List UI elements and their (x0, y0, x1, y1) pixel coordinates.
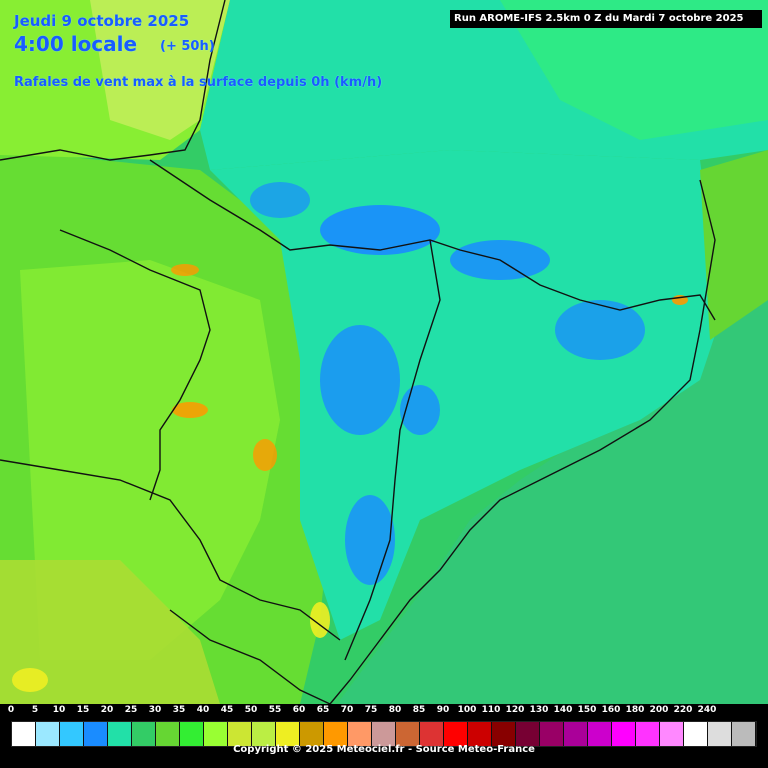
legend-tick: 120 (505, 705, 525, 715)
legend-tick: 35 (172, 705, 186, 715)
legend-swatch (396, 722, 420, 746)
legend-tick: 220 (673, 705, 693, 715)
legend-swatch (348, 722, 372, 746)
legend-tick: 85 (412, 705, 426, 715)
legend-swatch (132, 722, 156, 746)
legend-swatch (708, 722, 732, 746)
legend-swatch (12, 722, 36, 746)
parameter-label: Rafales de vent max à la surface depuis … (14, 75, 383, 90)
legend-tick: 15 (76, 705, 90, 715)
legend-tick: 90 (436, 705, 450, 715)
legend-tick: 0 (7, 705, 15, 715)
legend-swatch (228, 722, 252, 746)
forecast-hour: 4:00 locale (14, 32, 138, 56)
legend-tick: 55 (268, 705, 282, 715)
legend-swatch (684, 722, 708, 746)
legend-tick: 180 (625, 705, 645, 715)
forecast-offset: (+ 50h) (160, 39, 215, 54)
legend-swatch (84, 722, 108, 746)
legend-tick: 25 (124, 705, 138, 715)
legend-tick: 50 (244, 705, 258, 715)
legend-tick: 75 (364, 705, 378, 715)
legend-swatch (372, 722, 396, 746)
legend-tick: 150 (577, 705, 597, 715)
legend-tick: 65 (316, 705, 330, 715)
legend-swatch (516, 722, 540, 746)
legend-tick: 45 (220, 705, 234, 715)
legend-swatch (60, 722, 84, 746)
legend-swatch (252, 722, 276, 746)
legend-swatch (492, 722, 516, 746)
legend-tick: 200 (649, 705, 669, 715)
legend-tick: 60 (292, 705, 306, 715)
legend-tick: 110 (481, 705, 501, 715)
legend-swatch (180, 722, 204, 746)
copyright-text: Copyright © 2025 Meteociel.fr - Source M… (233, 744, 535, 755)
legend-swatch (564, 722, 588, 746)
legend-tick: 20 (100, 705, 114, 715)
legend-tick: 130 (529, 705, 549, 715)
forecast-date: Jeudi 9 octobre 2025 (14, 12, 190, 30)
legend-color-bar (11, 721, 757, 747)
legend-swatch (420, 722, 444, 746)
color-legend: 0 5 10 15 20 25 30 35 40 45 50 55 60 65 70 75 80 85 90 100 1… (0, 704, 768, 768)
legend-swatch (660, 722, 684, 746)
legend-swatch (468, 722, 492, 746)
legend-swatch (204, 722, 228, 746)
legend-swatch (540, 722, 564, 746)
legend-tick: 160 (601, 705, 621, 715)
legend-tick-labels: 0 5 10 15 20 25 30 35 40 45 50 55 60 65 70 75 80 85 90 100 1… (0, 705, 768, 719)
legend-tick: 10 (52, 705, 66, 715)
legend-swatch (612, 722, 636, 746)
legend-tick: 30 (148, 705, 162, 715)
legend-swatch (36, 722, 60, 746)
legend-tick: 5 (31, 705, 39, 715)
legend-swatch (444, 722, 468, 746)
legend-swatch (108, 722, 132, 746)
borders (0, 0, 716, 705)
legend-swatch (276, 722, 300, 746)
legend-swatch (732, 722, 756, 746)
legend-tick: 140 (553, 705, 573, 715)
legend-tick: 80 (388, 705, 402, 715)
legend-swatch (300, 722, 324, 746)
legend-tick: 100 (457, 705, 477, 715)
legend-swatch (324, 722, 348, 746)
legend-tick: 240 (697, 705, 717, 715)
pyrenees-zone (210, 150, 720, 640)
legend-tick: 70 (340, 705, 354, 715)
legend-swatch (636, 722, 660, 746)
legend-swatch (156, 722, 180, 746)
legend-swatch (588, 722, 612, 746)
legend-tick: 40 (196, 705, 210, 715)
run-label: Run AROME-IFS 2.5km 0 Z du Mardi 7 octob… (450, 10, 762, 28)
